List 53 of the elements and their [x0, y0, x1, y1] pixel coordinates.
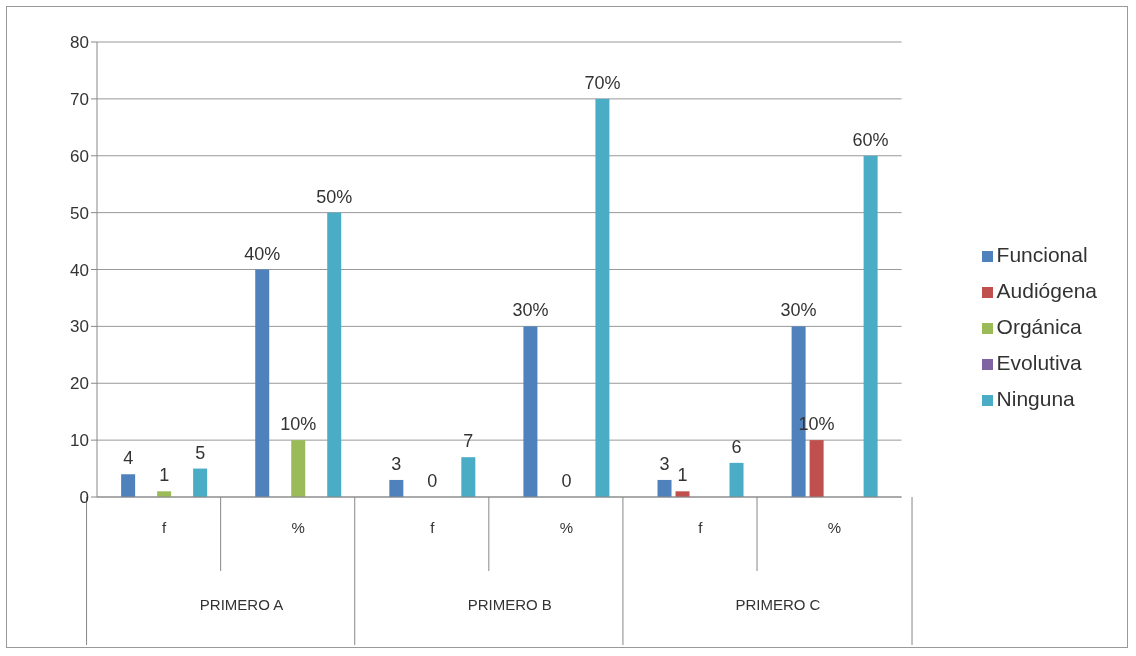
- legend-label: Ninguna: [996, 387, 1075, 410]
- text: PRIMERO A: [199, 596, 284, 613]
- bar: [389, 479, 404, 497]
- bar: [291, 440, 306, 497]
- legend-label: Audiógena: [996, 279, 1097, 302]
- x-tick-label: %: [559, 519, 573, 536]
- data-label: 1: [159, 465, 170, 486]
- y-tick-label: 50: [70, 203, 89, 223]
- legend-label: Orgánica: [996, 315, 1082, 338]
- x-tick-label: f: [430, 519, 436, 536]
- y-tick-label: 0: [79, 488, 89, 508]
- x-tick-label: f: [698, 519, 704, 536]
- x-tick-label: f: [161, 519, 167, 536]
- y-tick-label: 40: [70, 260, 89, 280]
- data-label: 50%: [316, 186, 353, 207]
- y-tick-label: 80: [70, 33, 89, 53]
- data-label: 1: [677, 465, 688, 486]
- y-tick-label: 10: [70, 431, 89, 451]
- data-label: 40%: [244, 243, 281, 264]
- data-label: 3: [391, 453, 402, 474]
- x-tick-label: %: [291, 519, 305, 536]
- y-tick-label: 70: [70, 89, 89, 109]
- legend-label: Evolutiva: [996, 351, 1082, 374]
- data-label: 7: [463, 431, 474, 452]
- bar: [461, 457, 476, 497]
- data-label: 70%: [584, 72, 621, 93]
- bar: [327, 212, 342, 497]
- text: PRIMERO B: [467, 596, 552, 613]
- bar: [523, 326, 538, 497]
- y-tick-label: 30: [70, 317, 89, 337]
- data-label: 0: [561, 471, 572, 491]
- bar: [595, 98, 610, 497]
- data-label: 5: [195, 442, 206, 463]
- x-tick-label: %: [827, 519, 842, 536]
- data-label: 0: [427, 471, 438, 491]
- bar: [657, 479, 672, 497]
- data-label: 30%: [780, 300, 817, 321]
- data-label: 6: [731, 436, 742, 457]
- data-label: 4: [123, 448, 134, 469]
- bar: [193, 468, 208, 497]
- y-tick-label: 20: [70, 374, 89, 394]
- y-tick-label: 60: [70, 146, 89, 166]
- bar: [121, 474, 136, 497]
- bar: [255, 269, 270, 497]
- text: PRIMERO C: [735, 596, 821, 613]
- bar: [809, 440, 824, 497]
- data-label: 3: [659, 453, 670, 474]
- bar: [729, 462, 744, 497]
- data-label: 60%: [852, 129, 889, 150]
- data-label: 10%: [280, 414, 317, 435]
- bar: [863, 155, 878, 497]
- legend-label: Funcional: [996, 243, 1088, 266]
- data-label: 30%: [512, 300, 549, 321]
